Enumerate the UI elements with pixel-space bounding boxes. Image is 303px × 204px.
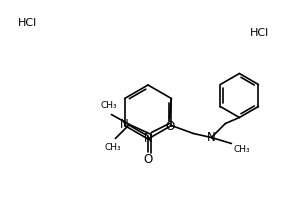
Text: N: N xyxy=(120,118,128,131)
Text: HCl: HCl xyxy=(18,18,37,28)
Text: N: N xyxy=(144,133,152,145)
Text: O: O xyxy=(166,121,175,133)
Text: CH₃: CH₃ xyxy=(100,102,117,111)
Text: HCl: HCl xyxy=(250,28,269,38)
Text: N: N xyxy=(207,131,216,144)
Text: O: O xyxy=(144,153,153,166)
Text: CH₃: CH₃ xyxy=(233,145,250,154)
Text: CH₃: CH₃ xyxy=(104,143,121,153)
